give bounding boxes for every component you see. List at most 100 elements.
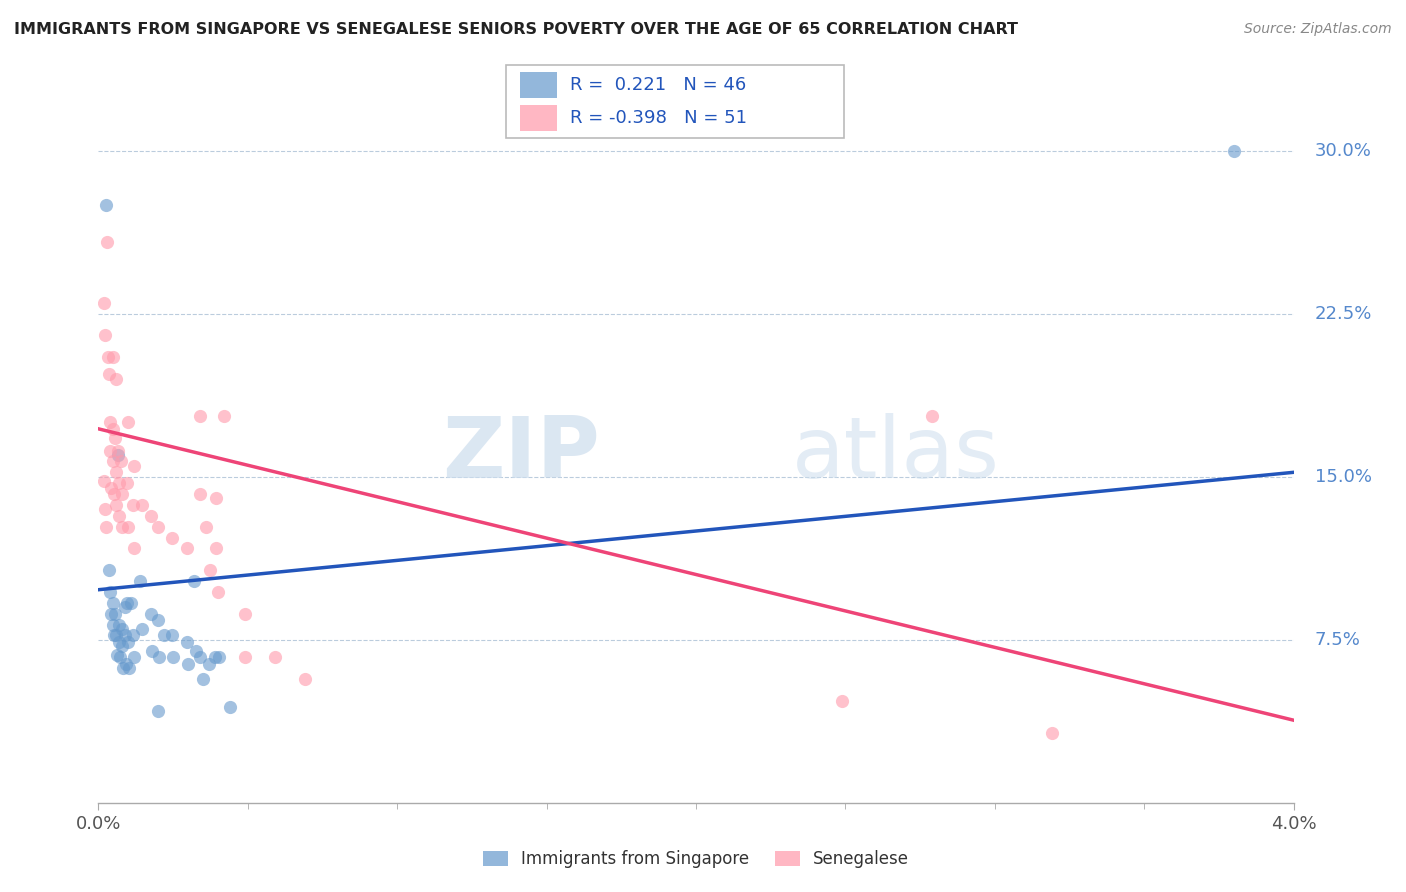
Text: IMMIGRANTS FROM SINGAPORE VS SENEGALESE SENIORS POVERTY OVER THE AGE OF 65 CORRE: IMMIGRANTS FROM SINGAPORE VS SENEGALESE … [14, 22, 1018, 37]
Point [104, 431, 127, 445]
Point [139, 508, 162, 523]
FancyBboxPatch shape [520, 104, 557, 131]
Point [108, 508, 131, 523]
Point [117, 415, 139, 429]
Point [208, 650, 231, 665]
Point [118, 661, 141, 675]
Point [107, 443, 129, 458]
Text: R =  0.221   N = 46: R = 0.221 N = 46 [571, 76, 747, 94]
Point [100, 481, 122, 495]
Point [148, 650, 170, 665]
Point [117, 635, 139, 649]
Point [205, 491, 228, 506]
Point [93, 474, 115, 488]
Point [176, 635, 198, 649]
Point [176, 541, 198, 556]
Point [107, 617, 129, 632]
Point [191, 672, 214, 686]
Point [200, 563, 222, 577]
Point [194, 519, 217, 533]
Point [188, 650, 211, 665]
Point [115, 596, 138, 610]
Point [97, 350, 120, 364]
Point [160, 628, 183, 642]
Point [1040, 726, 1063, 740]
Point [160, 531, 183, 545]
Point [141, 643, 163, 657]
Point [96, 235, 118, 249]
Point [111, 487, 134, 501]
Point [121, 628, 143, 642]
Point [121, 498, 143, 512]
FancyBboxPatch shape [520, 71, 557, 98]
Text: ZIP: ZIP [443, 413, 600, 497]
Point [184, 643, 207, 657]
Point [207, 585, 229, 599]
Point [219, 700, 242, 714]
Point [94, 519, 117, 533]
Point [183, 574, 205, 588]
Legend: Immigrants from Singapore, Senegalese: Immigrants from Singapore, Senegalese [477, 843, 915, 874]
Point [115, 657, 138, 671]
Point [114, 600, 136, 615]
Point [107, 476, 129, 491]
Point [103, 487, 125, 501]
Point [205, 541, 228, 556]
Point [103, 628, 125, 642]
Point [148, 705, 170, 719]
Point [233, 650, 256, 665]
Point [105, 498, 128, 512]
Point [122, 650, 145, 665]
Point [204, 650, 226, 665]
Point [111, 661, 134, 675]
Point [188, 409, 211, 423]
Point [162, 650, 184, 665]
FancyBboxPatch shape [506, 65, 844, 138]
Point [124, 541, 146, 556]
Text: atlas: atlas [792, 413, 1000, 497]
Point [124, 458, 146, 473]
Point [98, 585, 121, 599]
Point [97, 368, 120, 382]
Point [831, 693, 853, 707]
Point [93, 295, 115, 310]
Point [188, 487, 211, 501]
Point [294, 672, 316, 686]
Point [212, 409, 235, 423]
Point [131, 622, 153, 636]
Point [177, 657, 200, 671]
Point [103, 454, 125, 468]
Point [131, 498, 153, 512]
Point [120, 596, 142, 610]
Point [101, 422, 124, 436]
Point [104, 607, 127, 621]
Point [111, 622, 134, 636]
Point [153, 628, 176, 642]
Point [1222, 144, 1246, 158]
Point [114, 628, 136, 642]
Point [148, 613, 170, 627]
Point [129, 574, 152, 588]
Point [94, 198, 117, 212]
Point [107, 448, 129, 462]
Point [98, 415, 121, 429]
Point [233, 607, 256, 621]
Point [103, 596, 125, 610]
Point [198, 657, 221, 671]
Point [139, 607, 162, 621]
Point [108, 635, 131, 649]
Point [105, 648, 128, 662]
Point [104, 372, 127, 386]
Text: R = -0.398   N = 51: R = -0.398 N = 51 [571, 109, 747, 127]
Text: 30.0%: 30.0% [1315, 142, 1371, 160]
Point [110, 454, 132, 468]
Point [94, 328, 117, 343]
Point [111, 639, 134, 653]
Point [94, 502, 117, 516]
Text: 7.5%: 7.5% [1315, 631, 1361, 648]
Point [117, 519, 139, 533]
Point [115, 476, 138, 491]
Text: 15.0%: 15.0% [1315, 467, 1372, 485]
Point [104, 466, 127, 480]
Point [103, 617, 125, 632]
